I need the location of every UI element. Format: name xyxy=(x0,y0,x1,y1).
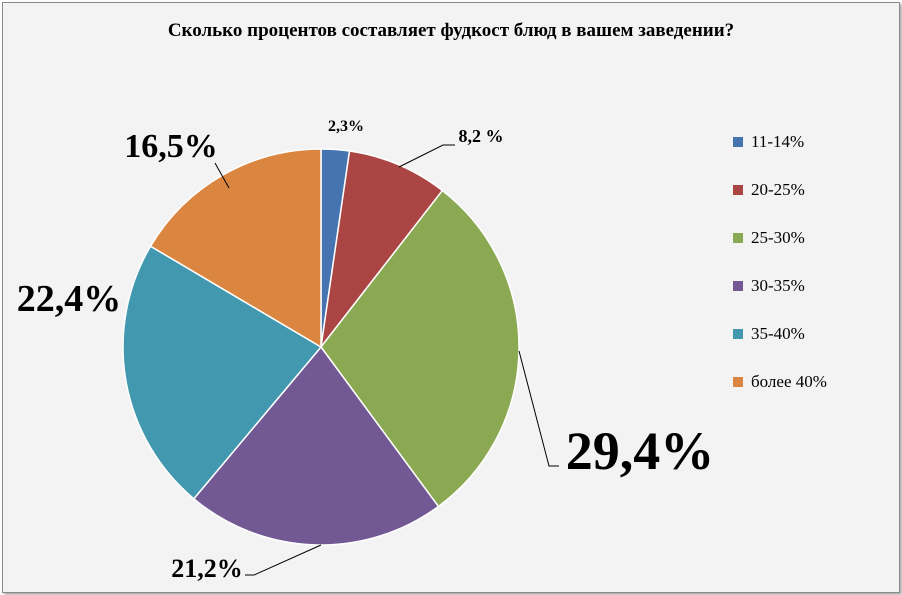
legend-swatch xyxy=(733,377,743,387)
legend-swatch xyxy=(733,329,743,339)
legend-item-1: 11-14% xyxy=(733,118,827,166)
leader-line-3 xyxy=(518,350,559,467)
legend-item-5: 35-40% xyxy=(733,310,827,358)
data-label-2: 8,2 % xyxy=(459,126,504,146)
legend-label: 20-25% xyxy=(751,180,805,199)
legend-swatch xyxy=(733,281,743,291)
chart-title: Сколько процентов составляет фудкост блю… xyxy=(167,20,735,41)
pie-slice-3 xyxy=(320,189,520,508)
legend-label: 35-40% xyxy=(751,324,805,343)
legend-item-2: 20-25% xyxy=(733,166,827,214)
pie-chart: 2,3% 8,2 % 29,4% 21,2% 22,4% 16,5% xyxy=(17,118,715,583)
legend-item-4: 30-35% xyxy=(733,262,827,310)
pie-slice-2 xyxy=(319,150,444,350)
leader-line-4 xyxy=(245,544,322,576)
data-label-1: 2,3% xyxy=(328,118,364,135)
pie-slice-5 xyxy=(122,245,323,500)
legend-label: 25-30% xyxy=(751,228,805,247)
legend-swatch xyxy=(733,233,743,243)
data-label-5: 22,4% xyxy=(17,278,122,320)
legend-label: 30-35% xyxy=(751,276,805,295)
data-label-6: 16,5% xyxy=(124,128,218,165)
leader-line-2 xyxy=(398,144,455,168)
data-label-4: 21,2% xyxy=(171,554,243,583)
legend-swatch xyxy=(733,185,743,195)
legend-item-3: 25-30% xyxy=(733,214,827,262)
legend-swatch xyxy=(733,137,743,147)
legend-item-6: более 40% xyxy=(733,358,827,406)
pie-slice-4 xyxy=(192,345,440,546)
leader-line-6 xyxy=(214,162,230,189)
legend-label: более 40% xyxy=(751,372,827,391)
chart-legend: 11-14% 20-25% 25-30% 30-35% 35-40% более 40% xyxy=(733,118,827,406)
pie-slice-6 xyxy=(149,148,322,349)
legend-label: 11-14% xyxy=(751,132,805,151)
data-label-3: 29,4% xyxy=(566,421,715,481)
